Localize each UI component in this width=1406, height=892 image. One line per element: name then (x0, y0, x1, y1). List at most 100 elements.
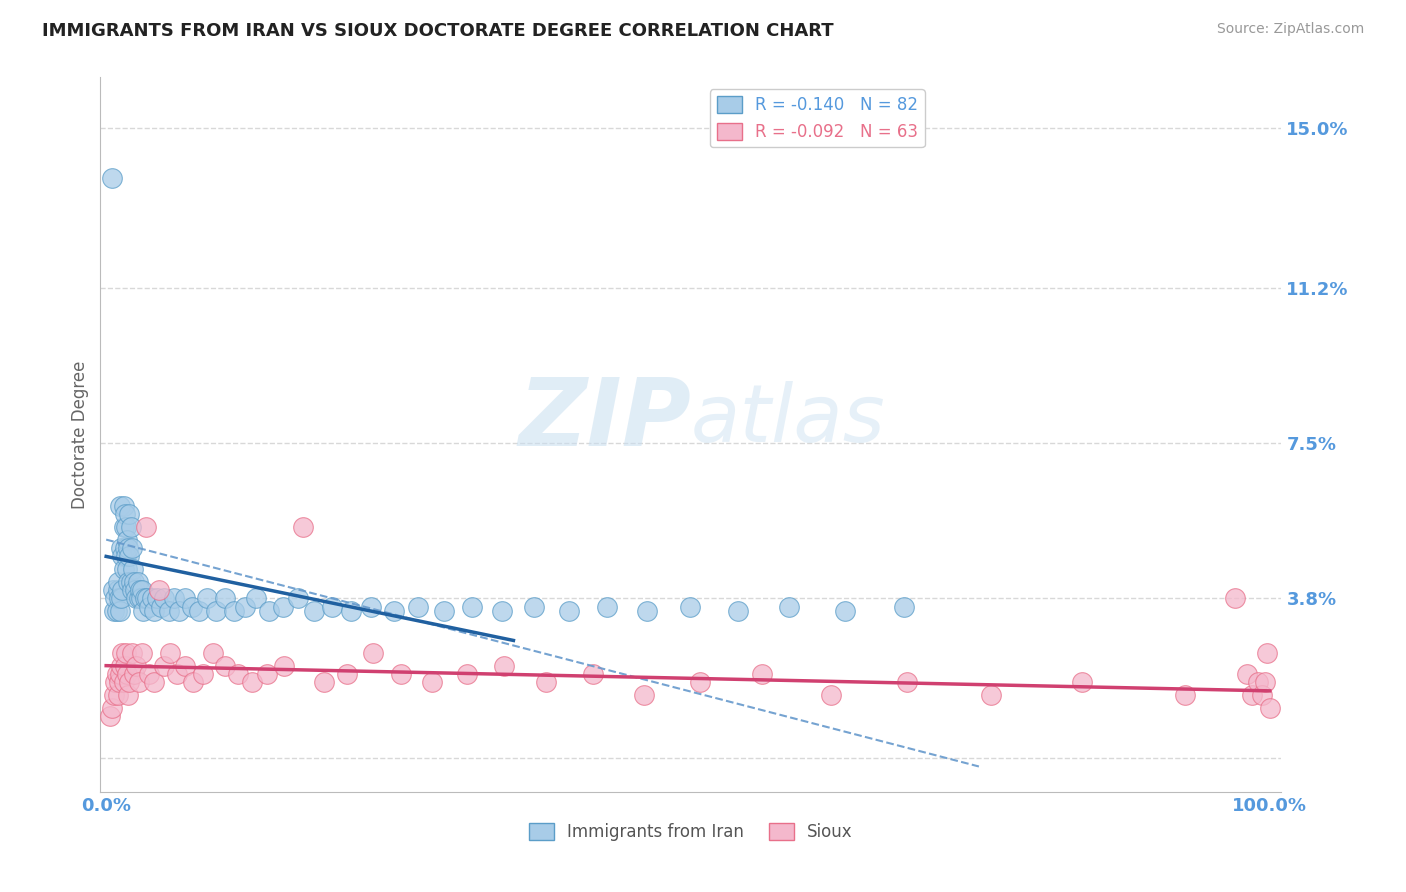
Sioux (1223, 591, 1246, 606)
Immigrants from Iran (181, 599, 204, 614)
Immigrants from Iran (893, 599, 915, 614)
Immigrants from Iran (112, 520, 135, 534)
Sioux (820, 688, 842, 702)
Sioux (980, 688, 1002, 702)
Sioux (183, 675, 205, 690)
Sioux (896, 675, 918, 690)
Text: ZIP: ZIP (517, 375, 690, 467)
Immigrants from Iran (118, 549, 141, 564)
Sioux (581, 667, 603, 681)
Sioux (1241, 688, 1264, 702)
Immigrants from Iran (117, 541, 139, 555)
Sioux (125, 658, 148, 673)
Sioux (1236, 667, 1258, 681)
Immigrants from Iran (679, 599, 702, 614)
Sioux (166, 667, 188, 681)
Immigrants from Iran (105, 604, 128, 618)
Sioux (128, 675, 150, 690)
Sioux (101, 700, 124, 714)
Immigrants from Iran (131, 582, 153, 597)
Immigrants from Iran (132, 604, 155, 618)
Sioux (273, 658, 295, 673)
Immigrants from Iran (111, 582, 134, 597)
Immigrants from Iran (146, 591, 169, 606)
Immigrants from Iran (103, 604, 125, 618)
Sioux (159, 646, 181, 660)
Immigrants from Iran (406, 599, 429, 614)
Immigrants from Iran (287, 591, 309, 606)
Immigrants from Iran (134, 591, 156, 606)
Immigrants from Iran (197, 591, 219, 606)
Sioux (121, 646, 143, 660)
Immigrants from Iran (120, 520, 142, 534)
Sioux (115, 667, 138, 681)
Immigrants from Iran (110, 541, 132, 555)
Sioux (240, 675, 263, 690)
Immigrants from Iran (382, 604, 405, 618)
Sioux (1258, 700, 1281, 714)
Sioux (1071, 675, 1094, 690)
Immigrants from Iran (174, 591, 197, 606)
Sioux (110, 658, 132, 673)
Immigrants from Iran (135, 591, 157, 606)
Sioux (1256, 646, 1278, 660)
Immigrants from Iran (460, 599, 482, 614)
Immigrants from Iran (108, 604, 131, 618)
Immigrants from Iran (122, 562, 145, 576)
Immigrants from Iran (124, 582, 146, 597)
Sioux (108, 675, 131, 690)
Immigrants from Iran (114, 508, 136, 522)
Immigrants from Iran (114, 541, 136, 555)
Sioux (312, 675, 335, 690)
Immigrants from Iran (115, 562, 138, 576)
Immigrants from Iran (595, 599, 617, 614)
Sioux (336, 667, 359, 681)
Immigrants from Iran (115, 520, 138, 534)
Immigrants from Iran (636, 604, 658, 618)
Sioux (420, 675, 443, 690)
Immigrants from Iran (523, 599, 546, 614)
Sioux (107, 688, 129, 702)
Text: atlas: atlas (690, 381, 886, 459)
Immigrants from Iran (121, 582, 143, 597)
Immigrants from Iran (122, 574, 145, 589)
Sioux (389, 667, 412, 681)
Immigrants from Iran (257, 604, 280, 618)
Sioux (105, 667, 128, 681)
Immigrants from Iran (101, 582, 124, 597)
Immigrants from Iran (204, 604, 226, 618)
Immigrants from Iran (360, 599, 382, 614)
Sioux (456, 667, 478, 681)
Immigrants from Iran (101, 171, 124, 186)
Sioux (103, 688, 125, 702)
Sioux (214, 658, 236, 673)
Immigrants from Iran (304, 604, 326, 618)
Immigrants from Iran (107, 574, 129, 589)
Sioux (1174, 688, 1197, 702)
Sioux (111, 646, 134, 660)
Immigrants from Iran (112, 499, 135, 513)
Immigrants from Iran (157, 604, 180, 618)
Immigrants from Iran (321, 599, 343, 614)
Immigrants from Iran (117, 574, 139, 589)
Immigrants from Iran (142, 604, 165, 618)
Immigrants from Iran (115, 533, 138, 547)
Immigrants from Iran (224, 604, 246, 618)
Immigrants from Iran (491, 604, 513, 618)
Sioux (202, 646, 225, 660)
Sioux (534, 675, 557, 690)
Sioux (115, 646, 138, 660)
Immigrants from Iran (141, 591, 163, 606)
Immigrants from Iran (115, 549, 138, 564)
Immigrants from Iran (129, 591, 152, 606)
Sioux (1247, 675, 1270, 690)
Sioux (226, 667, 249, 681)
Immigrants from Iran (112, 562, 135, 576)
Sioux (633, 688, 655, 702)
Immigrants from Iran (245, 591, 267, 606)
Immigrants from Iran (271, 599, 294, 614)
Sioux (148, 582, 170, 597)
Y-axis label: Doctorate Degree: Doctorate Degree (72, 360, 89, 508)
Sioux (118, 675, 141, 690)
Sioux (98, 709, 121, 723)
